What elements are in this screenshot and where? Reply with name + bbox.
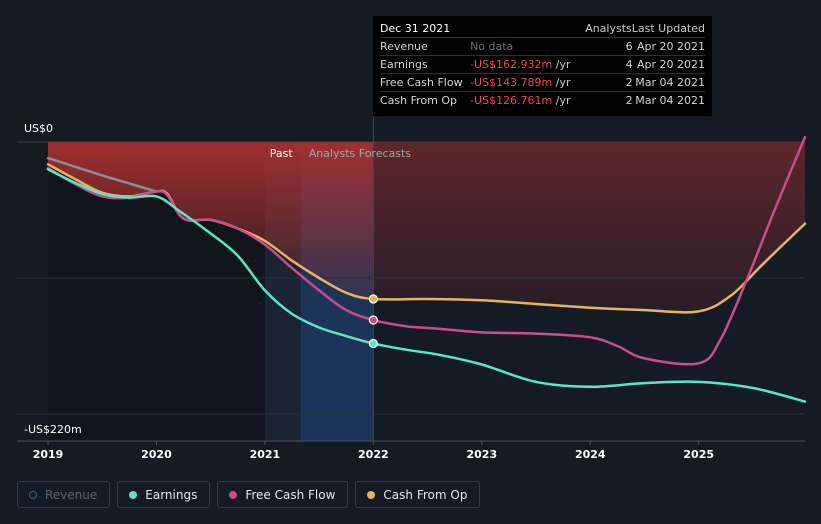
series-line-free-cash-flow [46, 135, 807, 366]
y-label-bottom: -US$220m [24, 423, 82, 436]
tooltip-analysts: 4 [625, 58, 633, 71]
x-tick-label: 2021 [250, 448, 281, 461]
tooltip-row-cfo: Cash From Op -US$126.761m /yr 2 Mar 04 2… [380, 92, 705, 109]
x-tick-label: 2019 [33, 448, 64, 461]
legend-label: Earnings [145, 487, 198, 502]
tooltip-updated: Mar 04 2021 [635, 76, 705, 89]
cfo-dot-icon [367, 490, 376, 499]
fcf-dot-icon [229, 490, 238, 499]
tooltip-value: No data [470, 40, 514, 53]
revenue-dot-icon [29, 490, 37, 499]
tooltip-col-analysts: Analysts [585, 22, 632, 35]
point-free-cash-flow [368, 315, 378, 325]
tooltip-unit: /yr [552, 76, 571, 89]
tooltip-updated: Apr 20 2021 [636, 58, 705, 71]
tooltip-updated: Apr 20 2021 [636, 40, 705, 53]
tooltip-analysts: 2 [625, 76, 633, 89]
data-tooltip: Dec 31 2021 Analysts Last Updated Revenu… [373, 16, 712, 116]
tooltip-header: Dec 31 2021 Analysts Last Updated [380, 20, 705, 38]
legend-revenue-button[interactable]: Revenue [17, 481, 111, 508]
earnings-dot-icon [129, 490, 138, 499]
y-label-top: US$0 [24, 122, 53, 135]
tooltip-value: -US$162.932m [470, 58, 553, 71]
forecast-area [373, 142, 805, 313]
tooltip-unit: /yr [552, 94, 571, 107]
tooltip-label: Free Cash Flow [380, 76, 463, 89]
tooltip-analysts: 6 [625, 40, 633, 53]
tooltip-label: Earnings [380, 58, 428, 71]
tooltip-row-fcf: Free Cash Flow -US$143.789m /yr 2 Mar 04… [380, 74, 705, 92]
series-line-earnings [46, 167, 807, 403]
tooltip-analysts: 2 [625, 94, 633, 107]
x-tick-label: 2022 [358, 448, 389, 461]
legend-earnings-button[interactable]: Earnings [117, 481, 211, 508]
tooltip-date: Dec 31 2021 [380, 22, 451, 35]
tooltip-col-updated: Last Updated [631, 22, 705, 35]
series-line-past-reference [46, 156, 158, 193]
tooltip-row-earnings: Earnings -US$162.932m /yr 4 Apr 20 2021 [380, 56, 705, 74]
legend-fcf-button[interactable]: Free Cash Flow [217, 481, 349, 508]
tooltip-value: -US$126.761m [470, 94, 553, 107]
x-tick-label: 2023 [466, 448, 497, 461]
tooltip-row-revenue: Revenue No data 6 Apr 20 2021 [380, 38, 705, 56]
forecast-label: Analysts Forecasts [309, 147, 412, 160]
legend-cfo-button[interactable]: Cash From Op [355, 481, 481, 508]
tooltip-label: Revenue [380, 40, 428, 53]
past-label: Past [270, 147, 294, 160]
legend-label: Free Cash Flow [245, 487, 336, 502]
legend-label: Revenue [45, 487, 98, 502]
tooltip-label: Cash From Op [380, 94, 458, 107]
point-earnings [368, 338, 378, 349]
tooltip-updated: Mar 04 2021 [635, 94, 705, 107]
x-tick-label: 2025 [683, 448, 714, 461]
point-cash-from-op [368, 294, 378, 304]
x-tick-label: 2024 [575, 448, 606, 461]
tooltip-value: -US$143.789m [470, 76, 553, 89]
legend-label: Cash From Op [383, 487, 468, 502]
tooltip-unit: /yr [552, 58, 571, 71]
legend: Revenue Earnings Free Cash Flow Cash Fro… [17, 481, 481, 508]
x-tick-label: 2020 [141, 448, 172, 461]
